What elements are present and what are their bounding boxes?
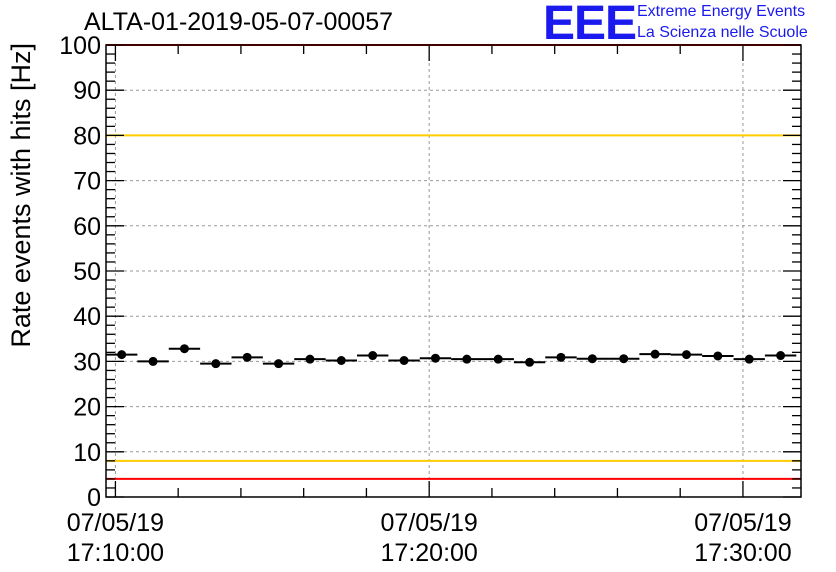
marker bbox=[211, 359, 221, 369]
data-point bbox=[482, 354, 514, 364]
marker bbox=[556, 352, 566, 362]
axis-ticks bbox=[106, 44, 801, 498]
y-tick-label: 60 bbox=[73, 213, 101, 241]
eee-logo: EEE bbox=[543, 0, 637, 50]
data-point bbox=[576, 354, 609, 364]
x-tick-time: 17:30:00 bbox=[694, 539, 791, 567]
data-point bbox=[325, 355, 358, 365]
data-point bbox=[262, 359, 295, 369]
marker bbox=[336, 355, 346, 365]
logo-line-1: Extreme Energy Events bbox=[637, 3, 806, 20]
data-point bbox=[608, 354, 640, 364]
data-points bbox=[106, 344, 797, 369]
marker bbox=[368, 351, 378, 361]
data-point bbox=[451, 354, 483, 364]
data-point bbox=[545, 352, 577, 362]
y-tick-label: 40 bbox=[73, 303, 101, 331]
x-tick-labels: 07/05/1917:10:0007/05/1917:20:0007/05/19… bbox=[67, 509, 792, 567]
data-point bbox=[702, 351, 734, 361]
data-point bbox=[639, 349, 671, 359]
marker bbox=[274, 359, 284, 369]
marker bbox=[619, 354, 629, 364]
x-tick-date: 07/05/19 bbox=[67, 509, 164, 537]
data-point bbox=[513, 357, 546, 367]
x-tick-date: 07/05/19 bbox=[694, 509, 791, 537]
x-tick-time: 17:10:00 bbox=[67, 539, 164, 567]
marker bbox=[305, 354, 315, 364]
marker bbox=[776, 351, 786, 361]
data-point bbox=[200, 359, 232, 369]
limit-lines bbox=[106, 44, 801, 480]
y-tick-label: 80 bbox=[73, 122, 101, 150]
y-tick-label: 20 bbox=[73, 394, 101, 422]
marker bbox=[493, 354, 503, 364]
y-tick-label: 100 bbox=[59, 32, 101, 60]
marker bbox=[399, 355, 409, 365]
grid-lines bbox=[106, 45, 801, 497]
data-point bbox=[294, 354, 326, 364]
marker bbox=[462, 354, 472, 364]
marker bbox=[744, 354, 754, 364]
data-point bbox=[231, 352, 263, 362]
data-point bbox=[168, 344, 201, 354]
y-tick-labels: 0 10 20 30 40 50 60 70 80 90 100 bbox=[59, 32, 101, 512]
data-point bbox=[733, 354, 765, 364]
marker bbox=[179, 344, 189, 354]
data-point bbox=[137, 356, 169, 366]
marker bbox=[587, 354, 597, 364]
data-point bbox=[764, 351, 797, 361]
marker bbox=[525, 357, 535, 367]
x-tick-time: 17:20:00 bbox=[381, 539, 478, 567]
marker bbox=[148, 356, 158, 366]
marker bbox=[681, 350, 691, 360]
y-tick-label: 10 bbox=[73, 439, 101, 467]
data-point bbox=[106, 350, 138, 360]
y-tick-label: 70 bbox=[73, 168, 101, 196]
y-axis-title: Rate events with hits [Hz] bbox=[6, 43, 36, 348]
y-tick-label: 30 bbox=[73, 348, 101, 376]
data-point bbox=[670, 350, 703, 360]
marker bbox=[117, 350, 127, 360]
run-title: ALTA-01-2019-05-07-00057 bbox=[84, 8, 393, 36]
marker bbox=[713, 351, 723, 361]
y-tick-label: 0 bbox=[87, 484, 101, 512]
y-tick-label: 90 bbox=[73, 77, 101, 105]
marker bbox=[242, 352, 252, 362]
x-tick-date: 07/05/19 bbox=[381, 509, 478, 537]
data-point bbox=[357, 351, 389, 361]
data-point bbox=[388, 355, 420, 365]
data-point bbox=[419, 353, 452, 363]
marker bbox=[430, 353, 440, 363]
logo-line-2: La Scienza nelle Scuole bbox=[637, 24, 808, 41]
marker bbox=[650, 349, 660, 359]
y-tick-label: 50 bbox=[73, 258, 101, 286]
